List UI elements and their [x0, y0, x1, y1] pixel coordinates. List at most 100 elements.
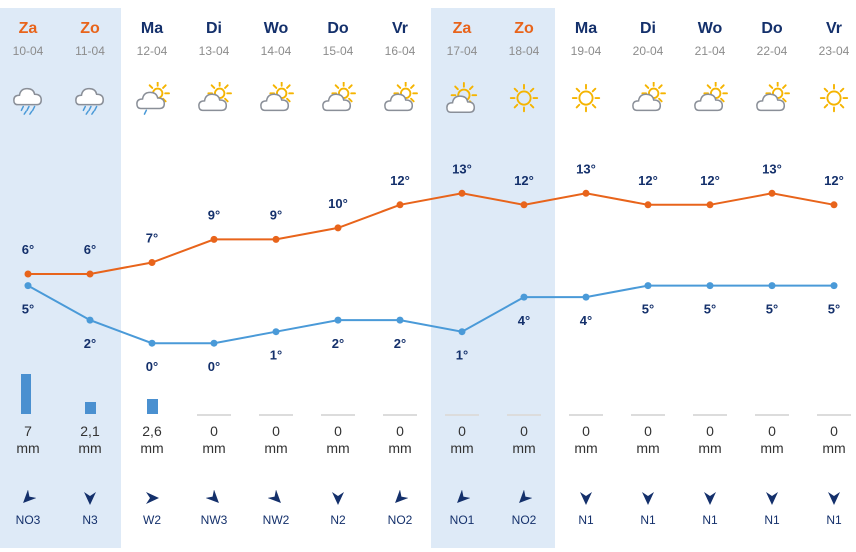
precipitation-baseline — [383, 414, 417, 416]
day-name: Wo — [697, 20, 723, 37]
wind-arrow-northeast-icon — [516, 489, 533, 506]
day-name: Vr — [825, 20, 842, 37]
precipitation-unit: mm — [78, 440, 102, 456]
precipitation-baseline — [755, 414, 789, 416]
precipitation-unit: mm — [636, 440, 660, 456]
precipitation-unit: mm — [450, 440, 474, 456]
precipitation-unit: mm — [760, 440, 784, 456]
partly-cloudy-icon — [691, 81, 729, 116]
day-name: Za — [452, 20, 472, 37]
precipitation-amount: 0 — [768, 423, 776, 439]
day-name: Zo — [80, 20, 100, 37]
precipitation-unit: mm — [822, 440, 846, 456]
day-column[interactable]: Do 15-04 0 mm N2 — [307, 0, 369, 552]
precipitation-amount: 2,6 — [142, 423, 162, 439]
precipitation-unit: mm — [16, 440, 40, 456]
wind-arrow-northwest-icon — [267, 489, 284, 506]
partly-cloudy-icon — [195, 81, 233, 116]
precipitation-baseline — [197, 414, 231, 416]
day-column[interactable]: Ma 19-04 0 mm N1 — [555, 0, 617, 552]
wind-arrow-northeast-icon — [454, 489, 471, 506]
day-date: 20-04 — [632, 44, 664, 58]
precipitation-bar — [85, 402, 96, 414]
wind-direction: N1 — [826, 513, 842, 527]
day-name: Di — [206, 20, 222, 37]
day-column[interactable]: Vr 16-04 0 mm NO2 — [369, 0, 431, 552]
wind-direction: N3 — [82, 513, 98, 527]
day-name: Zo — [514, 20, 534, 37]
precipitation-amount: 0 — [520, 423, 528, 439]
day-name: Do — [761, 20, 783, 37]
day-date: 23-04 — [818, 44, 850, 58]
wind-direction: NO3 — [15, 513, 41, 527]
day-date: 15-04 — [322, 44, 354, 58]
day-column[interactable]: Zo 11-04 2,1 mm N3 — [59, 0, 121, 552]
day-name: Za — [18, 20, 38, 37]
wind-direction: NW2 — [262, 513, 290, 527]
day-date: 21-04 — [694, 44, 726, 58]
day-date: 17-04 — [446, 44, 478, 58]
precipitation-baseline — [569, 414, 603, 416]
wind-direction: NO1 — [449, 513, 475, 527]
wind-direction: NW3 — [200, 513, 228, 527]
day-column[interactable]: Zo 18-04 0 mm NO2 — [493, 0, 555, 552]
day-name: Ma — [140, 20, 164, 37]
precipitation-amount: 0 — [210, 423, 218, 439]
day-column[interactable]: Za 10-04 7 mm NO3 — [0, 0, 59, 552]
precipitation-bar — [147, 399, 158, 414]
sun-cloud-rain-icon — [133, 81, 171, 116]
day-date: 14-04 — [260, 44, 292, 58]
precipitation-unit: mm — [264, 440, 288, 456]
day-name: Wo — [263, 20, 289, 37]
day-name: Di — [640, 20, 656, 37]
precipitation-bar — [21, 374, 31, 414]
precipitation-unit: mm — [388, 440, 412, 456]
wind-arrow-north-icon — [764, 490, 780, 506]
precipitation-amount: 2,1 — [80, 423, 100, 439]
partly-cloudy-icon — [753, 81, 791, 116]
day-column[interactable]: Za 17-04 0 mm NO1 — [431, 0, 493, 552]
wind-direction: N1 — [764, 513, 780, 527]
precipitation-baseline — [321, 414, 355, 416]
precipitation-baseline — [445, 414, 479, 416]
day-column[interactable]: Do 22-04 0 mm N1 — [741, 0, 803, 552]
day-column[interactable]: Wo 14-04 0 mm NW2 — [245, 0, 307, 552]
wind-direction: N1 — [702, 513, 718, 527]
precipitation-unit: mm — [512, 440, 536, 456]
day-date: 16-04 — [384, 44, 416, 58]
wind-arrow-north-icon — [640, 490, 656, 506]
mostly-sunny-icon — [443, 82, 481, 116]
precipitation-amount: 0 — [644, 423, 652, 439]
precipitation-amount: 7 — [24, 423, 32, 439]
wind-direction: W2 — [143, 513, 161, 527]
precipitation-amount: 0 — [706, 423, 714, 439]
rain-cloud-icon — [9, 82, 47, 116]
day-date: 11-04 — [75, 44, 105, 58]
wind-direction: NO2 — [511, 513, 537, 527]
day-date: 12-04 — [136, 44, 168, 58]
precipitation-unit: mm — [202, 440, 226, 456]
precipitation-amount: 0 — [830, 423, 838, 439]
day-column[interactable]: Ma 12-04 2,6 mm W2 — [121, 0, 183, 552]
wind-arrow-northeast-icon — [20, 489, 37, 506]
precipitation-baseline — [507, 414, 541, 416]
precipitation-unit: mm — [698, 440, 722, 456]
day-name: Vr — [391, 20, 408, 37]
day-name: Ma — [574, 20, 598, 37]
wind-direction: N1 — [578, 513, 594, 527]
sun-icon — [815, 82, 853, 116]
day-column[interactable]: Wo 21-04 0 mm N1 — [679, 0, 741, 552]
precipitation-amount: 0 — [458, 423, 466, 439]
day-column[interactable]: Di 20-04 0 mm N1 — [617, 0, 679, 552]
precipitation-unit: mm — [326, 440, 350, 456]
precipitation-unit: mm — [574, 440, 598, 456]
day-column[interactable]: Vr 23-04 0 mm N1 — [803, 0, 856, 552]
partly-cloudy-icon — [257, 81, 295, 116]
day-date: 18-04 — [508, 44, 540, 58]
partly-cloudy-icon — [629, 81, 667, 116]
day-date: 10-04 — [12, 44, 44, 58]
day-column[interactable]: Di 13-04 0 mm NW3 — [183, 0, 245, 552]
rain-cloud-icon — [71, 82, 109, 116]
precipitation-amount: 0 — [272, 423, 280, 439]
